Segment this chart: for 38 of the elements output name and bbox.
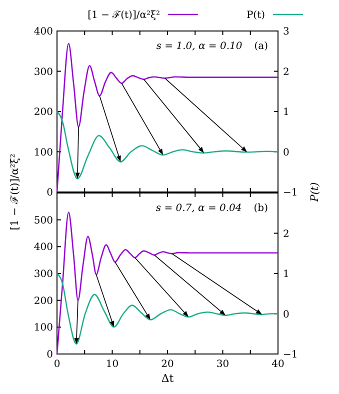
y2-tick-label: 0: [283, 147, 290, 158]
y-tick-label: 200: [34, 107, 53, 118]
x-axis-title: Δt: [161, 372, 174, 385]
y2-tick-label: 2: [283, 228, 290, 240]
y2-axis-title: P(t): [309, 182, 321, 203]
y2-tick-label: 1: [283, 269, 290, 280]
y-tick-label: 400: [34, 26, 53, 38]
line-series: [56, 42, 279, 193]
y-tick-label: 400: [34, 242, 53, 254]
y2-tick-label: 3: [283, 26, 290, 38]
x-tick-label: 30: [216, 359, 230, 370]
x-tick-label: 0: [54, 359, 60, 370]
annotation: (a): [254, 41, 268, 52]
y2-tick-label: 0: [283, 309, 290, 320]
y-tick-label: 200: [34, 296, 53, 307]
line-series: [56, 272, 279, 345]
y-tick-label: 300: [34, 269, 53, 280]
annotation: s = 1.0, α = 0.10: [156, 41, 243, 52]
line-series: [56, 212, 279, 355]
x-tick-label: 40: [272, 359, 284, 370]
annotation: s = 0.7, α = 0.04: [156, 203, 242, 214]
annotation: (b): [254, 203, 268, 214]
y-tick-label: 100: [34, 322, 53, 334]
y-axis-title: [1 − ℱ(t)]/α²ξ²: [9, 154, 21, 230]
y-tick-label: 300: [34, 66, 53, 78]
line-series: [56, 110, 279, 180]
y2-tick-label: 1: [283, 107, 290, 118]
x-tick-label: 20: [161, 359, 174, 370]
legend-label: P(t): [246, 10, 266, 21]
y-tick-label: 0: [46, 188, 53, 198]
y2-tick-label: 2: [283, 66, 290, 78]
legend-label: [1 − ℱ(t)]/α²ξ²: [88, 10, 160, 21]
y2-tick-label: −1: [283, 188, 298, 198]
x-tick-label: 10: [106, 359, 119, 370]
y-tick-label: 0: [46, 350, 53, 360]
y2-tick-label: −1: [283, 350, 298, 360]
y-tick-label: 100: [34, 147, 53, 158]
y-tick-label: 500: [34, 215, 53, 226]
